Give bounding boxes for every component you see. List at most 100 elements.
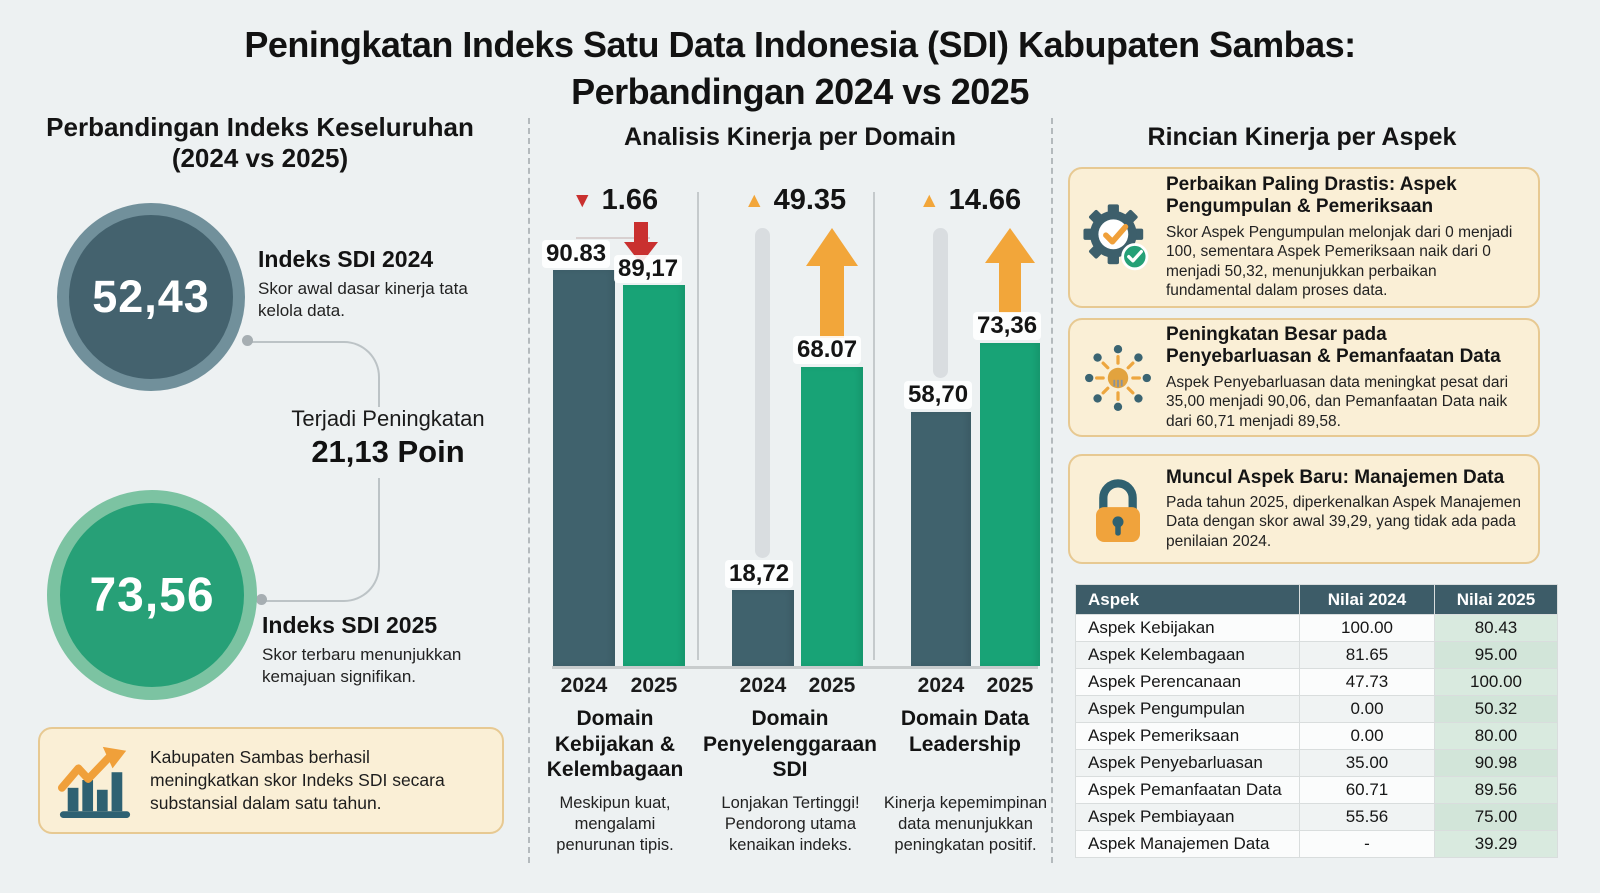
card-3-body: Pada tahun 2025, diperkenalkan Aspek Man… (1166, 493, 1522, 550)
triangle-up-icon: ▲ (743, 189, 765, 212)
bar-value-2024-domain-1: 90.83 (542, 240, 611, 268)
cell-nilai-2025: 95.00 (1434, 641, 1558, 669)
triangle-up-icon: ▲ (918, 189, 940, 212)
bar-2025-domain-3 (980, 343, 1040, 666)
page-title-line2: Perbandingan 2024 vs 2025 (571, 70, 1029, 112)
cell-nilai-2024: 0.00 (1299, 722, 1435, 750)
table-row: Aspek Pengumpulan 0.00 50.32 (1075, 695, 1558, 723)
score-2024-value: 52,43 (92, 271, 210, 322)
cell-nilai-2024: 35.00 (1299, 749, 1435, 777)
cell-aspek: Aspek Pengumpulan (1075, 695, 1300, 723)
bar-2025-domain-1 (623, 285, 685, 666)
right-section-heading: Rincian Kinerja per Aspek (1147, 123, 1457, 151)
cell-aspek: Aspek Pemeriksaan (1075, 722, 1300, 750)
summary-callout: Kabupaten Sambas berhasil meningkatkan s… (38, 727, 504, 834)
table-row: Aspek Penyebarluasan 35.00 90.98 (1075, 749, 1558, 777)
cell-aspek: Aspek Perencanaan (1075, 668, 1300, 696)
col-header-nilai-2024: Nilai 2024 (1299, 584, 1435, 615)
arrow-up-orange-icon (985, 228, 1035, 313)
cell-nilai-2025: 90.98 (1434, 749, 1558, 777)
table-row: Aspek Perencanaan 47.73 100.00 (1075, 668, 1558, 696)
score-2024-label: Indeks SDI 2024 (258, 246, 434, 272)
middle-section-heading: Analisis Kinerja per Domain (623, 123, 957, 151)
track-bar-domain-2 (755, 228, 770, 558)
summary-callout-text: Kabupaten Sambas berhasil meningkatkan s… (150, 747, 445, 813)
change-value-domain-3: 14.66 (948, 184, 1022, 216)
cell-nilai-2024: 0.00 (1299, 695, 1435, 723)
domain-1-desc: Meskipun kuat, mengalami penurunan tipis… (556, 794, 674, 855)
decline-underline (576, 237, 650, 239)
col-header-aspek: Aspek (1075, 584, 1300, 615)
card-pengumpulan-pemeriksaan: Perbaikan Paling Drastis: Aspek Pengumpu… (1068, 167, 1540, 308)
cell-nilai-2025: 100.00 (1434, 668, 1558, 696)
year-label: 2025 (630, 674, 678, 697)
change-label-domain-2: ▲ 49.35 (720, 184, 870, 217)
domain-3-name: Domain Data Leadership (900, 707, 1030, 756)
score-circle-2024: 52,43 (57, 203, 245, 391)
card-2-text: Peningkatan Besar pada Penyebarluasan & … (1166, 324, 1538, 431)
card-manajemen-data: Muncul Aspek Baru: Manajemen Data Pada t… (1068, 454, 1540, 564)
domain-1-name: Domain Kebijakan & Kelembagaan (546, 707, 684, 782)
connector-dot-top (242, 335, 253, 346)
cell-nilai-2025: 75.00 (1434, 803, 1558, 831)
sun-network-icon-svg (1085, 344, 1151, 411)
improvement-line1: Terjadi Peningkatan (291, 406, 485, 431)
cell-aspek: Aspek Kebijakan (1075, 614, 1300, 642)
domain-2-name: Domain Penyelenggaraan SDI (703, 707, 877, 782)
group-separator-2 (873, 192, 875, 660)
card-penyebarluasan-pemanfaatan: Peningkatan Besar pada Penyebarluasan & … (1068, 318, 1540, 437)
score-2024-desc: Skor awal dasar kinerja tata kelola data… (258, 279, 468, 320)
card-1-text: Perbaikan Paling Drastis: Aspek Pengumpu… (1166, 174, 1538, 301)
gear-check-icon (1070, 194, 1166, 282)
change-label-domain-3: ▲ 14.66 (895, 184, 1045, 217)
cell-nilai-2024: 60.71 (1299, 776, 1435, 804)
domain-3-desc: Kinerja kepemimpinan data menunjukkan pe… (883, 794, 1048, 855)
table-row: Aspek Kelembagaan 81.65 95.00 (1075, 641, 1558, 669)
score-2024-caption: Indeks SDI 2024 Skor awal dasar kinerja … (258, 246, 488, 322)
left-heading-line1: Perbandingan Indeks Keseluruhan (46, 112, 474, 142)
table-row: Aspek Kebijakan 100.00 80.43 (1075, 614, 1558, 642)
padlock-icon-svg (1096, 479, 1140, 542)
change-label-domain-1: ▼ 1.66 (545, 184, 685, 217)
left-section-heading: Perbandingan Indeks Keseluruhan (2024 vs… (40, 112, 480, 174)
divider-left (528, 118, 530, 863)
cell-nilai-2025: 80.43 (1434, 614, 1558, 642)
triangle-down-icon: ▼ (571, 189, 593, 212)
table-row: Aspek Pembiayaan 55.56 75.00 (1075, 803, 1558, 831)
group-separator-1 (697, 192, 699, 660)
arrow-up-orange-icon (806, 228, 858, 338)
year-label: 2024 (560, 674, 608, 697)
score-circle-2025: 73,56 (47, 490, 257, 700)
score-2025-desc: Skor terbaru menunjukkan kemajuan signif… (262, 645, 462, 686)
cell-nilai-2024: 47.73 (1299, 668, 1435, 696)
col-header-nilai-2025: Nilai 2025 (1434, 584, 1558, 615)
cell-aspek: Aspek Pemanfaatan Data (1075, 776, 1300, 804)
year-label: 2025 (986, 674, 1034, 697)
cell-aspek: Aspek Pembiayaan (1075, 803, 1300, 831)
bar-2024-domain-1 (553, 270, 615, 666)
page-title-line1: Peningkatan Indeks Satu Data Indonesia (… (244, 24, 1356, 65)
year-label: 2024 (917, 674, 965, 697)
bar-value-2024-domain-2: 18,72 (725, 560, 794, 588)
table-row: Aspek Pemanfaatan Data 60.71 89.56 (1075, 776, 1558, 804)
x-axis-line (552, 666, 1038, 669)
bar-2024-domain-2 (732, 590, 794, 666)
improvement-line2: 21,13 Poin (311, 434, 465, 469)
domain-2-desc: Lonjakan Tertinggi! Pendorong utama kena… (721, 794, 860, 855)
cell-nilai-2024: 100.00 (1299, 614, 1435, 642)
score-2025-label: Indeks SDI 2025 (262, 612, 438, 638)
bar-chart-up-icon-svg (57, 746, 131, 818)
card-2-title: Peningkatan Besar pada Penyebarluasan & … (1166, 323, 1501, 368)
bar-value-2025-domain-2: 68.07 (793, 336, 862, 364)
padlock-icon (1070, 472, 1166, 546)
aspek-table: Aspek Nilai 2024 Nilai 2025 Aspek Kebija… (1075, 584, 1558, 858)
cell-nilai-2024: - (1299, 830, 1435, 858)
card-2-body: Aspek Penyebarluasan data meningkat pesa… (1166, 373, 1509, 430)
card-3-text: Muncul Aspek Baru: Manajemen Data Pada t… (1166, 467, 1538, 552)
table-row: Aspek Pemeriksaan 0.00 80.00 (1075, 722, 1558, 750)
bar-chart-up-icon (40, 743, 150, 819)
cell-aspek: Aspek Penyebarluasan (1075, 749, 1300, 777)
arrow-down-red-icon (624, 222, 658, 264)
cell-aspek: Aspek Kelembagaan (1075, 641, 1300, 669)
